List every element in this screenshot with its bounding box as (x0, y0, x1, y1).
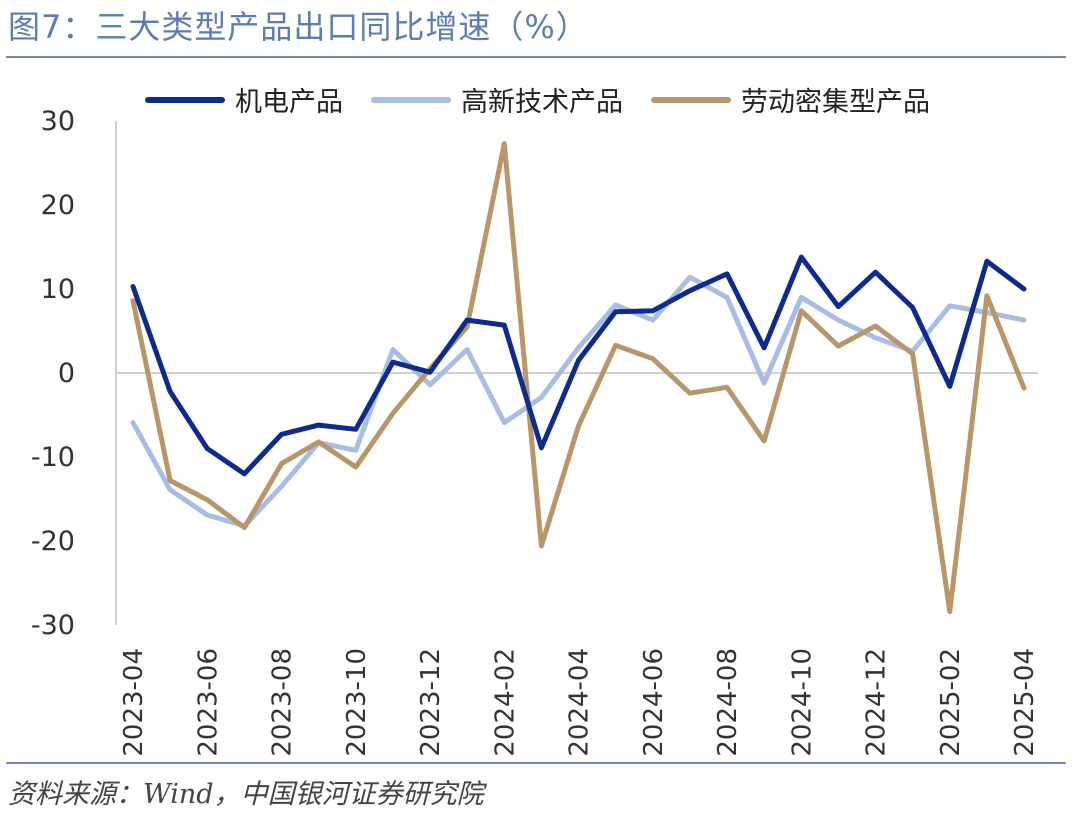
x-tick-label: 2024-08 (713, 648, 743, 757)
x-tick-label: 2024-10 (787, 648, 817, 757)
line-chart: 30 20 10 0 -10 -20 -30 2023-04 2023-06 2023-08 202… (31, 106, 1040, 757)
y-tick-label: -10 (31, 442, 75, 473)
legend-label-series-1: 高新技术产品 (461, 87, 623, 118)
series-line-1 (130, 274, 1027, 529)
x-tick-label: 2023-04 (119, 648, 149, 757)
x-tick-label: 2023-12 (416, 648, 446, 757)
legend-item-series-2: 劳动密集型产品 (651, 80, 930, 119)
series-line-2 (130, 141, 1027, 615)
y-tick-label: 10 (41, 274, 75, 305)
legend: 机电产品 高新技术产品 劳动密集型产品 (145, 80, 958, 119)
legend-label-series-0: 机电产品 (235, 87, 343, 118)
title-rule (6, 56, 1066, 58)
chart-title: 图7：三大类型产品出口同比增速（%） (8, 8, 589, 46)
x-tick-label: 2024-04 (565, 648, 595, 757)
x-tick-label: 2025-02 (936, 648, 966, 757)
legend-swatch-series-1 (371, 96, 451, 103)
legend-swatch-series-0 (145, 96, 225, 103)
series-line-0 (130, 254, 1027, 477)
x-tick-label: 2023-06 (193, 648, 223, 757)
legend-item-series-0: 机电产品 (145, 80, 343, 119)
y-tick-label: 0 (58, 358, 75, 389)
x-tick-label: 2023-10 (342, 648, 372, 757)
legend-item-series-1: 高新技术产品 (371, 80, 623, 119)
x-tick-label: 2024-12 (862, 648, 892, 757)
x-tick-label: 2024-06 (639, 648, 669, 757)
source-note: 资料来源：Wind，中国银河证券研究院 (8, 779, 484, 810)
y-tick-label: 30 (41, 106, 75, 137)
y-tick-label: -20 (31, 526, 75, 557)
source-rule (6, 762, 1066, 764)
y-tick-label: -30 (31, 610, 75, 641)
x-tick-label: 2023-08 (268, 648, 298, 757)
x-tick-label: 2024-02 (490, 648, 520, 757)
y-tick-label: 20 (41, 190, 75, 221)
legend-label-series-2: 劳动密集型产品 (741, 87, 930, 118)
x-tick-label: 2025-04 (1010, 648, 1040, 757)
legend-swatch-series-2 (651, 96, 731, 103)
